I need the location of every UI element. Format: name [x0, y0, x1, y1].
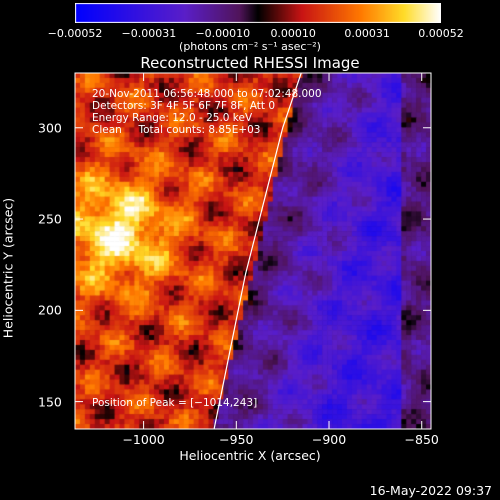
x-tick-label: −950 — [219, 432, 254, 447]
x-tick-label: −850 — [404, 432, 439, 447]
y-tick-label: 150 — [38, 394, 62, 410]
colorbar-tick-label: 0.00010 — [270, 27, 316, 40]
solar-limb-curve — [213, 72, 302, 430]
colorbar-tick-label: −0.00010 — [195, 27, 251, 40]
colorbar-tick-label: −0.00052 — [47, 27, 103, 40]
x-axis-label: Heliocentric X (arcsec) — [179, 448, 321, 463]
heatmap-image — [75, 73, 431, 429]
colorbar-tick-label: 0.00052 — [418, 27, 464, 40]
peak-position-label: Position of Peak = [−1014,243] — [92, 397, 258, 409]
x-tick-label: −1000 — [122, 432, 165, 447]
y-axis-label: Heliocentric Y (arcsec) — [0, 197, 16, 339]
y-tick-label: 300 — [38, 120, 62, 136]
info-line-3: Energy Range: 12.0 - 25.0 keV — [92, 112, 253, 124]
y-tick-label: 250 — [38, 211, 62, 227]
timestamp: 16-May-2022 09:37 — [369, 483, 492, 498]
colorbar-tick-label: −0.00031 — [121, 27, 177, 40]
info-line-4: Clean Total counts: 8.85E+03 — [92, 124, 261, 136]
colorbar-units: (photons cm⁻² s⁻¹ asec⁻²) — [179, 40, 321, 53]
chart-title: Reconstructed RHESSI Image — [140, 54, 360, 72]
colorbar — [75, 3, 441, 23]
info-line-2: Detectors: 3F 4F 5F 6F 7F 8F, Att 0 — [92, 100, 276, 112]
x-tick-label: −900 — [311, 432, 347, 447]
info-line-1: 20-Nov-2011 06:56:48.000 to 07:02:48.000 — [92, 88, 322, 100]
y-tick-label: 200 — [38, 302, 62, 318]
colorbar-tick-label: 0.00031 — [344, 27, 390, 40]
